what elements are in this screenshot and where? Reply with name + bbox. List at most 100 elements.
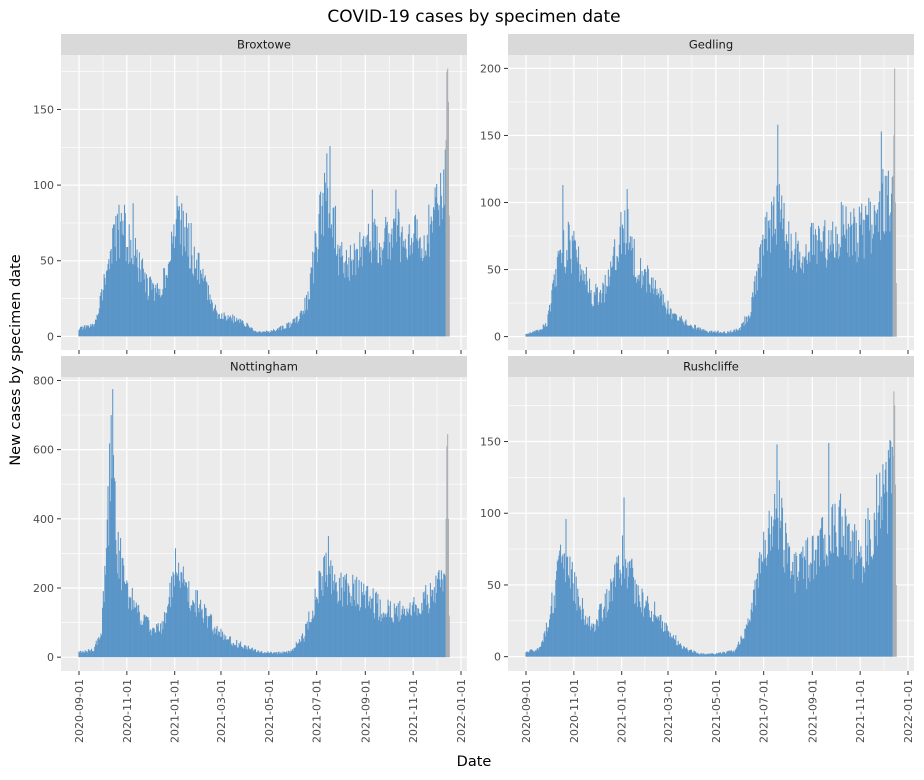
bar xyxy=(748,622,750,657)
bar xyxy=(596,288,598,337)
bar xyxy=(149,276,151,337)
bar xyxy=(597,304,599,337)
bar xyxy=(872,238,874,337)
bar xyxy=(141,260,143,337)
bar xyxy=(290,326,292,337)
bar xyxy=(719,332,721,337)
bar xyxy=(104,565,106,658)
bar xyxy=(561,252,563,337)
bar xyxy=(718,332,720,337)
bar xyxy=(294,647,297,658)
bar xyxy=(607,609,609,657)
bar xyxy=(814,549,816,657)
bar xyxy=(258,331,260,337)
bar xyxy=(187,601,189,658)
bar xyxy=(426,234,428,337)
bar xyxy=(676,315,678,337)
bar xyxy=(753,589,755,657)
bar xyxy=(683,325,685,337)
bar xyxy=(329,574,331,658)
bar xyxy=(336,591,338,658)
bar xyxy=(145,274,147,337)
bar xyxy=(315,599,317,658)
bar xyxy=(110,415,112,658)
bar xyxy=(92,324,94,337)
bar xyxy=(891,493,893,657)
bar xyxy=(793,554,795,657)
bar xyxy=(659,287,661,337)
bar xyxy=(286,651,288,658)
bar xyxy=(838,506,840,657)
bar xyxy=(600,302,602,337)
bar xyxy=(393,603,395,658)
facet-strip xyxy=(508,356,914,377)
bar xyxy=(605,293,607,337)
bar xyxy=(532,650,534,657)
bar xyxy=(884,469,886,657)
bar xyxy=(871,556,873,657)
bar xyxy=(552,283,554,337)
bar xyxy=(574,239,576,337)
bar xyxy=(859,224,861,337)
bar xyxy=(164,623,166,658)
bar xyxy=(616,256,618,337)
x-tick-label: 2022-01-01 xyxy=(455,679,468,743)
bar xyxy=(715,654,717,657)
bar xyxy=(552,280,554,337)
bar xyxy=(251,647,253,658)
bar xyxy=(740,635,742,657)
bar xyxy=(273,329,275,337)
bar xyxy=(369,241,371,337)
bar xyxy=(403,240,405,337)
bar xyxy=(841,516,843,657)
bar xyxy=(760,573,762,657)
bar xyxy=(796,555,798,657)
bar xyxy=(149,277,151,337)
bar xyxy=(178,206,180,337)
bar xyxy=(427,243,429,337)
y-tick-label: 0 xyxy=(494,651,501,664)
bar xyxy=(763,531,765,657)
bar xyxy=(330,228,332,337)
bar xyxy=(799,553,801,657)
bar xyxy=(606,286,608,337)
bar xyxy=(727,331,729,337)
bar xyxy=(636,606,638,657)
bar xyxy=(747,316,749,337)
bar xyxy=(371,189,373,337)
bar xyxy=(610,261,612,337)
bar xyxy=(327,227,329,337)
bar xyxy=(209,294,211,337)
bar xyxy=(601,293,603,337)
bar xyxy=(192,273,194,337)
bar xyxy=(854,564,856,657)
bar xyxy=(267,651,269,658)
bar xyxy=(129,598,131,658)
bar xyxy=(660,614,662,657)
bar xyxy=(691,652,693,657)
bar xyxy=(720,653,722,657)
bar xyxy=(527,333,529,337)
bar xyxy=(226,639,228,658)
bar xyxy=(345,573,347,658)
bar xyxy=(864,220,866,337)
bar xyxy=(883,231,885,337)
bar xyxy=(305,295,307,337)
bar xyxy=(169,261,171,337)
bar xyxy=(585,284,587,337)
bar xyxy=(672,637,674,657)
bar xyxy=(131,610,133,658)
bar xyxy=(713,332,715,337)
bar xyxy=(613,246,615,337)
bar xyxy=(810,222,813,337)
bar xyxy=(853,208,855,337)
bar xyxy=(392,621,394,658)
bar xyxy=(675,314,677,337)
bar xyxy=(858,540,860,657)
bar xyxy=(382,612,384,658)
bar xyxy=(854,216,856,337)
bar xyxy=(261,651,263,658)
bar xyxy=(411,616,413,658)
bar xyxy=(716,653,718,657)
bar xyxy=(339,600,341,658)
